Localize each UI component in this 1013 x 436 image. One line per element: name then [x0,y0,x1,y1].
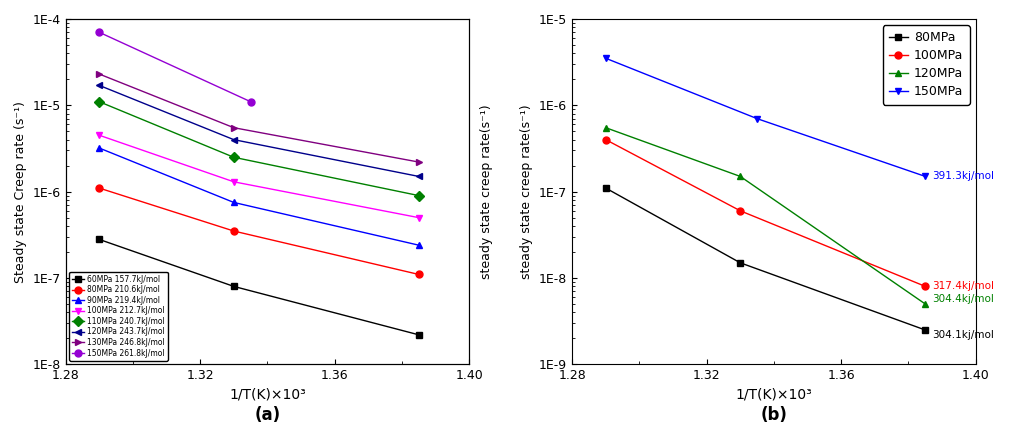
130MPa 246.8kJ/mol [93,72,105,77]
90MPa 219.4kJ/mol [228,200,240,205]
Line: 80MPa 210.6kJ/mol: 80MPa 210.6kJ/mol [95,184,422,278]
Line: 100MPa: 100MPa [603,136,929,290]
110MPa 240.7kJ/mol [93,99,105,104]
Text: 304.1kj/mol: 304.1kj/mol [932,330,994,340]
Line: 60MPa 157.7kJ/mol: 60MPa 157.7kJ/mol [95,236,422,338]
Legend: 60MPa 157.7kJ/mol, 80MPa 210.6kJ/mol, 90MPa 219.4kJ/mol, 100MPa 212.7kJ/mol, 110: 60MPa 157.7kJ/mol, 80MPa 210.6kJ/mol, 90… [69,272,168,361]
110MPa 240.7kJ/mol [228,155,240,160]
100MPa [919,284,931,289]
Line: 120MPa 243.7kJ/mol: 120MPa 243.7kJ/mol [95,82,422,180]
X-axis label: 1/T(K)×10³: 1/T(K)×10³ [735,388,812,402]
Y-axis label: steady state creep rate(s⁻¹): steady state creep rate(s⁻¹) [479,104,492,279]
120MPa [600,125,612,130]
90MPa 219.4kJ/mol [412,242,424,248]
Y-axis label: steady state creep rate(s⁻¹): steady state creep rate(s⁻¹) [521,104,534,279]
Line: 130MPa 246.8kJ/mol: 130MPa 246.8kJ/mol [95,71,422,166]
Line: 100MPa 212.7kJ/mol: 100MPa 212.7kJ/mol [95,132,422,221]
150MPa [600,56,612,61]
Text: (a): (a) [254,405,281,424]
Line: 80MPa: 80MPa [603,184,929,334]
80MPa 210.6kJ/mol [93,185,105,191]
Line: 150MPa 261.8kJ/mol: 150MPa 261.8kJ/mol [95,29,254,105]
150MPa 261.8kJ/mol [244,99,256,104]
Y-axis label: Steady state Creep rate (s⁻¹): Steady state Creep rate (s⁻¹) [14,101,27,283]
100MPa 212.7kJ/mol [412,215,424,220]
150MPa [751,116,763,121]
100MPa 212.7kJ/mol [93,133,105,138]
80MPa [600,185,612,191]
100MPa 212.7kJ/mol [228,179,240,184]
Text: (b): (b) [761,405,787,424]
110MPa 240.7kJ/mol [412,193,424,198]
60MPa 157.7kJ/mol [93,237,105,242]
Text: 391.3kj/mol: 391.3kj/mol [932,171,994,181]
120MPa [919,301,931,307]
130MPa 246.8kJ/mol [412,160,424,165]
90MPa 219.4kJ/mol [93,145,105,150]
Text: 304.4kj/mol: 304.4kj/mol [932,294,994,304]
80MPa 210.6kJ/mol [228,228,240,234]
130MPa 246.8kJ/mol [228,125,240,130]
100MPa [734,208,747,213]
120MPa 243.7kJ/mol [93,83,105,88]
80MPa [919,327,931,333]
120MPa [734,174,747,179]
Line: 110MPa 240.7kJ/mol: 110MPa 240.7kJ/mol [95,98,422,199]
80MPa 210.6kJ/mol [412,272,424,277]
Line: 90MPa 219.4kJ/mol: 90MPa 219.4kJ/mol [95,145,422,249]
60MPa 157.7kJ/mol [228,284,240,289]
Legend: 80MPa, 100MPa, 120MPa, 150MPa: 80MPa, 100MPa, 120MPa, 150MPa [882,25,969,105]
X-axis label: 1/T(K)×10³: 1/T(K)×10³ [229,388,306,402]
60MPa 157.7kJ/mol [412,332,424,337]
150MPa 261.8kJ/mol [93,30,105,35]
120MPa 243.7kJ/mol [412,174,424,179]
Text: 317.4kj/mol: 317.4kj/mol [932,281,994,291]
120MPa 243.7kJ/mol [228,137,240,142]
Line: 150MPa: 150MPa [603,55,929,180]
Line: 120MPa: 120MPa [603,124,929,307]
80MPa [734,260,747,266]
150MPa [919,174,931,179]
100MPa [600,137,612,142]
